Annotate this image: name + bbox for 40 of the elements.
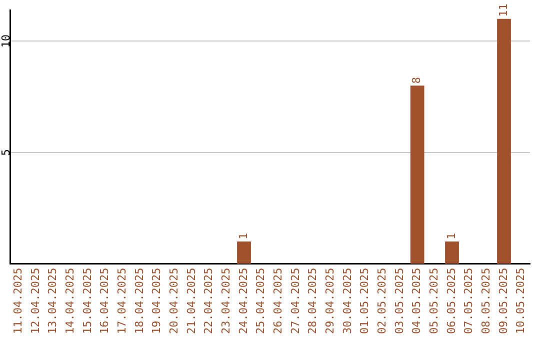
x-tick-label: 30.04.2025 bbox=[340, 268, 354, 334]
bar bbox=[410, 86, 424, 264]
x-tick-label: 23.04.2025 bbox=[220, 268, 233, 334]
data-label: 11 bbox=[496, 4, 510, 17]
x-tick-label: 04.05.2025 bbox=[410, 268, 424, 334]
x-tick-label: 26.04.2025 bbox=[272, 268, 285, 334]
x-tick-label: 28.04.2025 bbox=[306, 268, 320, 334]
x-tick-label: 22.04.2025 bbox=[202, 268, 216, 334]
bar bbox=[237, 242, 251, 264]
x-tick-label: 20.04.2025 bbox=[168, 268, 181, 334]
x-tick-label: 02.05.2025 bbox=[376, 268, 389, 334]
data-label: 1 bbox=[444, 232, 458, 240]
y-tick-label: 10 bbox=[0, 34, 12, 48]
x-tick-label: 17.04.2025 bbox=[116, 268, 129, 334]
x-tick-label: 29.04.2025 bbox=[324, 268, 337, 334]
y-tick-label: 5 bbox=[0, 149, 12, 156]
x-tick-label: 10.05.2025 bbox=[514, 268, 528, 334]
x-tick-label: 11.04.2025 bbox=[12, 268, 25, 334]
x-tick-label: 16.04.2025 bbox=[98, 268, 112, 334]
x-tick-label: 07.05.2025 bbox=[462, 268, 476, 334]
x-tick-label: 05.05.2025 bbox=[428, 268, 441, 334]
x-tick-label: 21.04.2025 bbox=[184, 268, 198, 334]
x-tick-label: 09.05.2025 bbox=[496, 268, 510, 334]
bar bbox=[497, 18, 511, 264]
x-tick-label: 14.04.2025 bbox=[64, 268, 77, 334]
x-tick-label: 25.04.2025 bbox=[254, 268, 268, 334]
x-tick-label: 03.05.2025 bbox=[392, 268, 406, 334]
bar bbox=[445, 242, 459, 264]
x-tick-label: 27.04.2025 bbox=[288, 268, 302, 334]
x-tick-label: 01.05.2025 bbox=[358, 268, 372, 334]
x-tick-label: 18.04.2025 bbox=[132, 268, 146, 334]
x-tick-label: 13.04.2025 bbox=[46, 268, 60, 334]
x-tick-label: 08.05.2025 bbox=[480, 268, 493, 334]
data-label: 8 bbox=[410, 77, 424, 84]
x-tick-label: 15.04.2025 bbox=[80, 268, 94, 334]
x-tick-label: 12.04.2025 bbox=[28, 268, 42, 334]
x-tick-label: 06.05.2025 bbox=[444, 268, 458, 334]
data-label: 1 bbox=[236, 232, 250, 240]
x-tick-label: 19.04.2025 bbox=[150, 268, 164, 334]
x-tick-label: 24.04.2025 bbox=[236, 268, 250, 334]
